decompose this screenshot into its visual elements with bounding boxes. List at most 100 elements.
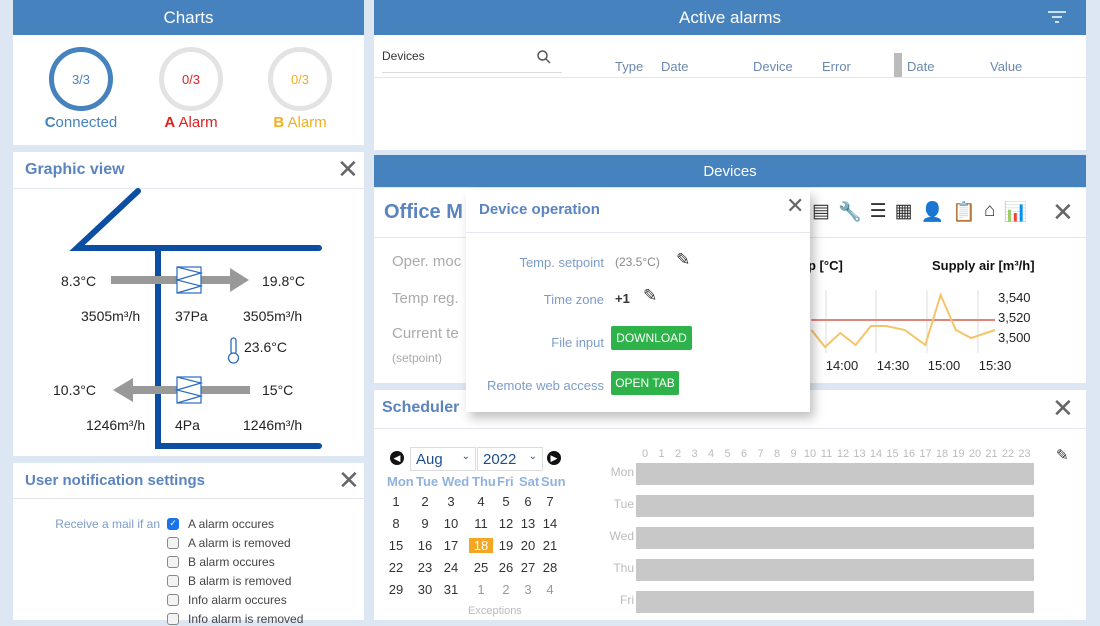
calendar-day[interactable]: 25: [469, 560, 493, 575]
calendar-day[interactable]: 5: [494, 494, 518, 509]
column-type[interactable]: Type: [615, 59, 643, 74]
month-select[interactable]: Aug⌄: [410, 447, 476, 471]
calendar-day[interactable]: 16: [413, 538, 437, 553]
user-icon[interactable]: 👤: [921, 200, 945, 224]
weekday-header: Tue: [416, 474, 438, 489]
checkbox-label: Info alarm occures: [188, 593, 287, 607]
calendar-day[interactable]: 3: [516, 582, 540, 597]
bar-chart-icon[interactable]: 📊: [1003, 200, 1027, 224]
alarms-header: Active alarms: [374, 0, 1086, 35]
home-transfer-icon[interactable]: ⌂: [984, 200, 995, 224]
schedule-day-bar[interactable]: [636, 495, 1034, 517]
y-tick-label: 3,520: [998, 310, 1031, 325]
wrench-icon[interactable]: 🔧: [838, 200, 862, 224]
calendar-day[interactable]: 9: [413, 516, 437, 531]
status-label: Connected: [21, 114, 141, 131]
status-label-text: Alarm: [175, 114, 218, 131]
download-button[interactable]: DOWNLOAD: [611, 326, 692, 350]
calendar-day[interactable]: 14: [538, 516, 562, 531]
checkbox[interactable]: [167, 556, 179, 568]
calendar-day[interactable]: 2: [413, 494, 437, 509]
calendar-day[interactable]: 10: [439, 516, 463, 531]
calendar-day[interactable]: 1: [384, 494, 408, 509]
close-icon[interactable]: ✕: [338, 467, 360, 493]
close-icon[interactable]: ✕: [786, 195, 804, 217]
calendar-day[interactable]: 15: [384, 538, 408, 553]
calendar-day[interactable]: 7: [538, 494, 562, 509]
open-tab-button[interactable]: OPEN TAB: [611, 371, 679, 395]
status-ring[interactable]: 3/3: [49, 47, 113, 111]
calendar-day[interactable]: 6: [516, 494, 540, 509]
hour-label: 11: [819, 448, 835, 460]
calendar-day[interactable]: 19: [494, 538, 518, 553]
document-icon[interactable]: ▦: [895, 200, 913, 224]
sliders-icon[interactable]: ☰: [870, 200, 887, 224]
calendar-day[interactable]: 12: [494, 516, 518, 531]
edit-icon[interactable]: ✎: [1056, 446, 1069, 464]
calendar-day[interactable]: 8: [384, 516, 408, 531]
close-icon[interactable]: ✕: [337, 156, 359, 182]
filter-icon[interactable]: [1048, 10, 1066, 24]
messages-icon[interactable]: ▤: [812, 200, 830, 224]
column-date[interactable]: Date: [661, 59, 688, 74]
calendar-day[interactable]: 17: [439, 538, 463, 553]
close-icon[interactable]: ✕: [1052, 395, 1074, 421]
calendar-day[interactable]: 20: [516, 538, 540, 553]
hour-label: 5: [720, 448, 736, 460]
calendar-day[interactable]: 24: [439, 560, 463, 575]
search-icon[interactable]: [537, 50, 551, 64]
calendar-day[interactable]: 4: [538, 582, 562, 597]
supply-arrow: [111, 276, 236, 284]
calendar-day[interactable]: 4: [469, 494, 493, 509]
extract-pressure: 4Pa: [175, 417, 200, 433]
schedule-day-bar[interactable]: [636, 527, 1034, 549]
column-date-2[interactable]: Date: [907, 59, 934, 74]
edit-icon[interactable]: ✎: [643, 286, 657, 306]
calendar-day[interactable]: 3: [439, 494, 463, 509]
checkbox[interactable]: [167, 537, 179, 549]
calendar-day[interactable]: 11: [469, 516, 493, 531]
checkbox[interactable]: [167, 594, 179, 606]
checkbox[interactable]: [167, 575, 179, 587]
edit-icon[interactable]: ✎: [676, 250, 690, 270]
calendar-day[interactable]: 28: [538, 560, 562, 575]
hour-label: 17: [918, 448, 934, 460]
column-error[interactable]: Error: [822, 59, 851, 74]
checkbox[interactable]: ✓: [167, 518, 179, 530]
next-month-icon[interactable]: ▶: [547, 451, 561, 465]
schedule-day-bar[interactable]: [636, 559, 1034, 581]
extract-temp: 15°C: [262, 382, 293, 398]
prev-month-icon[interactable]: ◀: [390, 451, 404, 465]
schedule-day-bar[interactable]: [636, 591, 1034, 613]
supply-pressure: 37Pa: [175, 308, 208, 324]
exceptions-label[interactable]: Exceptions: [468, 605, 522, 617]
year-select[interactable]: 2022⌄: [477, 447, 543, 471]
hour-label: 20: [967, 448, 983, 460]
clipboard-icon[interactable]: 📋: [952, 200, 976, 224]
calendar-day[interactable]: 22: [384, 560, 408, 575]
calendar-day-selected[interactable]: 18: [469, 538, 493, 553]
calendar-day[interactable]: 23: [413, 560, 437, 575]
calendar-day[interactable]: 30: [413, 582, 437, 597]
close-icon[interactable]: ✕: [1052, 199, 1074, 225]
schedule-day-bar[interactable]: [636, 463, 1034, 485]
calendar-day[interactable]: 31: [439, 582, 463, 597]
calendar-day[interactable]: 29: [384, 582, 408, 597]
checkbox[interactable]: [167, 613, 179, 625]
calendar-day[interactable]: 2: [494, 582, 518, 597]
calendar-day[interactable]: 27: [516, 560, 540, 575]
status-label: A Alarm: [131, 114, 251, 131]
supply-flow-in: 3505m³/h: [81, 308, 140, 324]
calendar-day[interactable]: 13: [516, 516, 540, 531]
status-ring[interactable]: 0/3: [159, 47, 223, 111]
exhaust-flow: 1246m³/h: [86, 417, 145, 433]
calendar-day[interactable]: 26: [494, 560, 518, 575]
calendar-day[interactable]: 1: [469, 582, 493, 597]
heat-exchanger-icon: [177, 267, 201, 403]
column-device[interactable]: Device: [753, 59, 793, 74]
status-ring[interactable]: 0/3: [268, 47, 332, 111]
device-search-input[interactable]: Devices: [382, 47, 562, 73]
calendar-day[interactable]: 21: [538, 538, 562, 553]
column-value[interactable]: Value: [990, 59, 1022, 74]
scrollbar[interactable]: [894, 53, 902, 77]
